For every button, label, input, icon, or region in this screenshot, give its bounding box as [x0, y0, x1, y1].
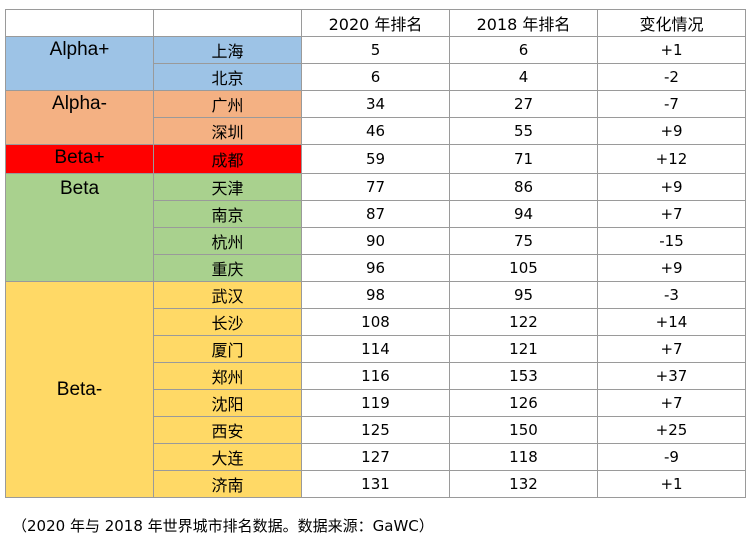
- header-rank-2020: 2020 年排名: [301, 9, 450, 37]
- rank-2020-cell: 119: [301, 389, 450, 417]
- table-row: Beta- 武汉 98 95 -3: [5, 281, 746, 498]
- rank-2018-cell: 150: [449, 416, 598, 444]
- rank-2020-cell: 6: [301, 63, 450, 91]
- rank-2018-cell: 122: [449, 308, 598, 336]
- city-cell: 西安: [153, 416, 302, 444]
- rank-2020-cell: 125: [301, 416, 450, 444]
- city-cell: 上海: [153, 36, 302, 64]
- table-header-row: 2020 年排名 2018 年排名 变化情况: [5, 9, 746, 37]
- city-cell: 济南: [153, 470, 302, 498]
- change-cell: -2: [597, 63, 746, 91]
- rank-2018-cell: 132: [449, 470, 598, 498]
- rank-2018-cell: 94: [449, 200, 598, 228]
- tier-cell: Alpha-: [5, 90, 154, 145]
- change-cell: +7: [597, 335, 746, 363]
- rank-2020-cell: 127: [301, 443, 450, 471]
- rank-2018-cell: 86: [449, 173, 598, 201]
- rank-2018-cell: 27: [449, 90, 598, 118]
- tier-cell: Beta-: [5, 281, 154, 498]
- rank-2018-cell: 121: [449, 335, 598, 363]
- rank-2020-cell: 96: [301, 254, 450, 282]
- change-cell: +37: [597, 362, 746, 390]
- change-cell: +9: [597, 117, 746, 145]
- change-cell: +9: [597, 254, 746, 282]
- header-blank-cell: [5, 9, 154, 37]
- change-cell: -15: [597, 227, 746, 255]
- table-row: Alpha+ 上海 5 6 +1: [5, 36, 746, 91]
- city-cell: 天津: [153, 173, 302, 201]
- table-caption: （2020 年与 2018 年世界城市排名数据。数据来源：GaWC）: [12, 517, 434, 535]
- city-cell: 厦门: [153, 335, 302, 363]
- rank-2018-cell: 4: [449, 63, 598, 91]
- rank-2020-cell: 5: [301, 36, 450, 64]
- rank-2020-cell: 114: [301, 335, 450, 363]
- rank-2020-cell: 46: [301, 117, 450, 145]
- rank-2018-cell: 6: [449, 36, 598, 64]
- table-row: Beta+ 成都 59 71 +12: [5, 144, 746, 174]
- city-cell: 武汉: [153, 281, 302, 309]
- table-row: 大连 127 118 -9: [6, 443, 746, 471]
- city-cell: 沈阳: [153, 389, 302, 417]
- change-cell: +12: [597, 144, 746, 174]
- table-row: Alpha- 广州 34 27 -7: [5, 90, 746, 145]
- city-ranking-table: 2020 年排名 2018 年排名 变化情况 Alpha+ 上海 5 6 +1 北京 6 4-…: [5, 9, 746, 498]
- rank-2020-cell: 131: [301, 470, 450, 498]
- change-cell: -9: [597, 443, 746, 471]
- city-cell: 重庆: [153, 254, 302, 282]
- rank-2020-cell: 98: [301, 281, 450, 309]
- table-body: Alpha+ 上海 5 6 +1 北京 6 4 -2 Alpha- 广州 34 27 -7 深圳 46 55 +9…: [5, 36, 746, 498]
- table-row: 南京 87 94 +7: [6, 200, 746, 228]
- city-cell: 南京: [153, 200, 302, 228]
- rank-2020-cell: 77: [301, 173, 450, 201]
- change-cell: +9: [597, 173, 746, 201]
- change-cell: -7: [597, 90, 746, 118]
- change-cell: +25: [597, 416, 746, 444]
- rank-2018-cell: 126: [449, 389, 598, 417]
- rank-2020-cell: 87: [301, 200, 450, 228]
- rank-2018-cell: 153: [449, 362, 598, 390]
- table-row: 济南 131 132 +1: [6, 470, 746, 498]
- change-cell: +1: [597, 36, 746, 64]
- city-cell: 大连: [153, 443, 302, 471]
- tier-cell: Alpha+: [5, 36, 154, 91]
- table-row: 北京 6 4 -2: [6, 63, 746, 91]
- header-city-cell: [153, 9, 302, 37]
- city-cell: 北京: [153, 63, 302, 91]
- change-cell: +7: [597, 200, 746, 228]
- tier-cell: Beta+: [5, 144, 154, 174]
- table-row: 杭州 90 75 -15: [6, 227, 746, 255]
- table-row: 重庆 96 105 +9: [6, 254, 746, 282]
- change-cell: +1: [597, 470, 746, 498]
- rank-2018-cell: 55: [449, 117, 598, 145]
- rank-2018-cell: 95: [449, 281, 598, 309]
- rank-2020-cell: 34: [301, 90, 450, 118]
- rank-2018-cell: 118: [449, 443, 598, 471]
- city-cell: 郑州: [153, 362, 302, 390]
- city-cell: 深圳: [153, 117, 302, 145]
- city-cell: 广州: [153, 90, 302, 118]
- rank-2018-cell: 105: [449, 254, 598, 282]
- rank-2020-cell: 59: [301, 144, 450, 174]
- rank-2020-cell: 116: [301, 362, 450, 390]
- rank-2018-cell: 71: [449, 144, 598, 174]
- rank-2020-cell: 90: [301, 227, 450, 255]
- rank-2020-cell: 108: [301, 308, 450, 336]
- city-cell: 长沙: [153, 308, 302, 336]
- table-row: 深圳 46 55 +9: [6, 117, 746, 145]
- city-cell: 成都: [153, 144, 302, 174]
- city-cell: 杭州: [153, 227, 302, 255]
- table-row: Beta 天津 77 86 +9: [5, 173, 746, 282]
- header-change: 变化情况: [597, 9, 746, 37]
- header-rank-2018: 2018 年排名: [449, 9, 598, 37]
- tier-cell: Beta: [5, 173, 154, 282]
- change-cell: +7: [597, 389, 746, 417]
- change-cell: -3: [597, 281, 746, 309]
- table-row: 郑州 116 153 +37: [6, 362, 746, 390]
- change-cell: +14: [597, 308, 746, 336]
- rank-2018-cell: 75: [449, 227, 598, 255]
- table-row: 沈阳 119 126 +7: [6, 389, 746, 417]
